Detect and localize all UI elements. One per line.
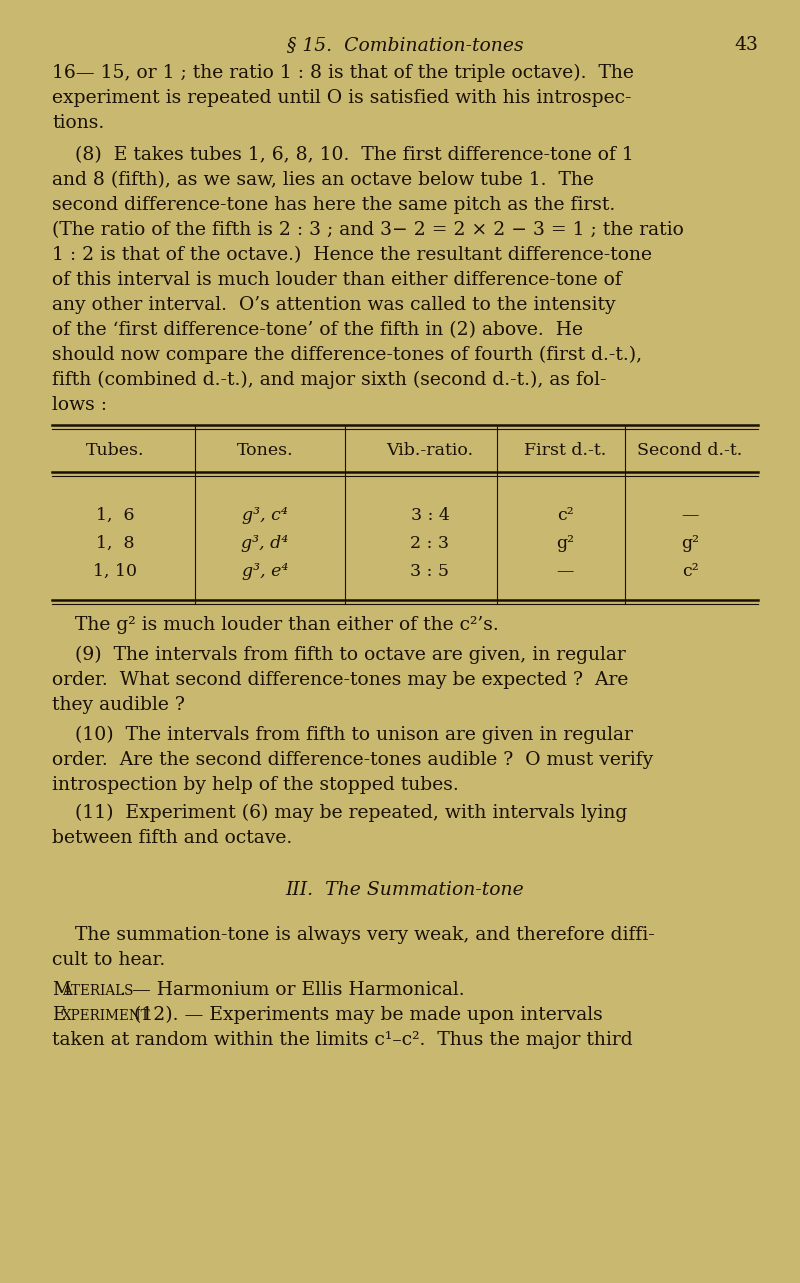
Text: 1,  8: 1, 8 (96, 535, 134, 552)
Text: (10)  The intervals from fifth to unison are given in regular: (10) The intervals from fifth to unison … (75, 726, 633, 744)
Text: of this interval is much louder than either difference-tone of: of this interval is much louder than eit… (52, 271, 622, 289)
Text: 43: 43 (734, 36, 758, 54)
Text: 1,  6: 1, 6 (96, 507, 134, 523)
Text: III.  The Summation-tone: III. The Summation-tone (286, 881, 524, 899)
Text: cult to hear.: cult to hear. (52, 951, 166, 969)
Text: 1, 10: 1, 10 (93, 563, 137, 580)
Text: g³, c⁴: g³, c⁴ (242, 507, 288, 523)
Text: between fifth and octave.: between fifth and octave. (52, 829, 292, 847)
Text: E: E (52, 1006, 65, 1024)
Text: § 15.  Combination-tones: § 15. Combination-tones (286, 36, 523, 54)
Text: of the ‘first difference-tone’ of the fifth in (2) above.  He: of the ‘first difference-tone’ of the fi… (52, 321, 583, 339)
Text: (9)  The intervals from fifth to octave are given, in regular: (9) The intervals from fifth to octave a… (75, 645, 626, 665)
Text: second difference-tone has here the same pitch as the first.: second difference-tone has here the same… (52, 196, 615, 214)
Text: (12). — Experiments may be made upon intervals: (12). — Experiments may be made upon int… (128, 1006, 602, 1024)
Text: g³, d⁴: g³, d⁴ (242, 535, 289, 552)
Text: c²: c² (682, 563, 698, 580)
Text: (8)  E takes tubes 1, 6, 8, 10.  The first difference-tone of 1: (8) E takes tubes 1, 6, 8, 10. The first… (75, 146, 634, 164)
Text: g³, e⁴: g³, e⁴ (242, 563, 288, 580)
Text: Tones.: Tones. (237, 443, 294, 459)
Text: order.  Are the second difference-tones audible ?  O must verify: order. Are the second difference-tones a… (52, 751, 654, 769)
Text: introspection by help of the stopped tubes.: introspection by help of the stopped tub… (52, 776, 458, 794)
Text: g²: g² (681, 535, 699, 552)
Text: . — Harmonium or Ellis Harmonical.: . — Harmonium or Ellis Harmonical. (121, 981, 465, 999)
Text: Vib.-ratio.: Vib.-ratio. (386, 443, 474, 459)
Text: Second d.-t.: Second d.-t. (638, 443, 742, 459)
Text: M: M (52, 981, 70, 999)
Text: First d.-t.: First d.-t. (524, 443, 606, 459)
Text: order.  What second difference-tones may be expected ?  Are: order. What second difference-tones may … (52, 671, 628, 689)
Text: 16— 15, or 1 ; the ratio 1 : 8 is that of the triple octave).  The: 16— 15, or 1 ; the ratio 1 : 8 is that o… (52, 64, 634, 82)
Text: c²: c² (557, 507, 574, 523)
Text: Tubes.: Tubes. (86, 443, 144, 459)
Text: taken at random within the limits c¹–c².  Thus the major third: taken at random within the limits c¹–c².… (52, 1032, 633, 1049)
Text: fifth (combined d.-t.), and major sixth (second d.-t.), as fol-: fifth (combined d.-t.), and major sixth … (52, 371, 606, 389)
Text: tions.: tions. (52, 114, 104, 132)
Text: XPERIMENT: XPERIMENT (62, 1008, 150, 1023)
Text: g²: g² (556, 535, 574, 552)
Text: and 8 (fifth), as we saw, lies an octave below tube 1.  The: and 8 (fifth), as we saw, lies an octave… (52, 171, 594, 189)
Text: (The ratio of the fifth is 2 : 3 ; and 3− 2 = 2 × 2 − 3 = 1 ; the ratio: (The ratio of the fifth is 2 : 3 ; and 3… (52, 221, 684, 239)
Text: —: — (682, 507, 698, 523)
Text: ATERIALS: ATERIALS (62, 984, 134, 998)
Text: 2 : 3: 2 : 3 (410, 535, 450, 552)
Text: (11)  Experiment (6) may be repeated, with intervals lying: (11) Experiment (6) may be repeated, wit… (75, 803, 627, 822)
Text: experiment is repeated until O is satisfied with his introspec-: experiment is repeated until O is satisf… (52, 89, 631, 106)
Text: The summation-tone is always very weak, and therefore diffi-: The summation-tone is always very weak, … (75, 926, 654, 944)
Text: they audible ?: they audible ? (52, 695, 185, 715)
Text: lows :: lows : (52, 396, 107, 414)
Text: should now compare the difference-tones of fourth (first d.-t.),: should now compare the difference-tones … (52, 345, 642, 364)
Text: 1 : 2 is that of the octave.)  Hence the resultant difference-tone: 1 : 2 is that of the octave.) Hence the … (52, 246, 652, 264)
Text: The g² is much louder than either of the c²’s.: The g² is much louder than either of the… (75, 616, 498, 634)
Text: —: — (556, 563, 574, 580)
Text: 3 : 4: 3 : 4 (410, 507, 450, 523)
Text: 3 : 5: 3 : 5 (410, 563, 450, 580)
Text: any other interval.  O’s attention was called to the intensity: any other interval. O’s attention was ca… (52, 296, 616, 314)
